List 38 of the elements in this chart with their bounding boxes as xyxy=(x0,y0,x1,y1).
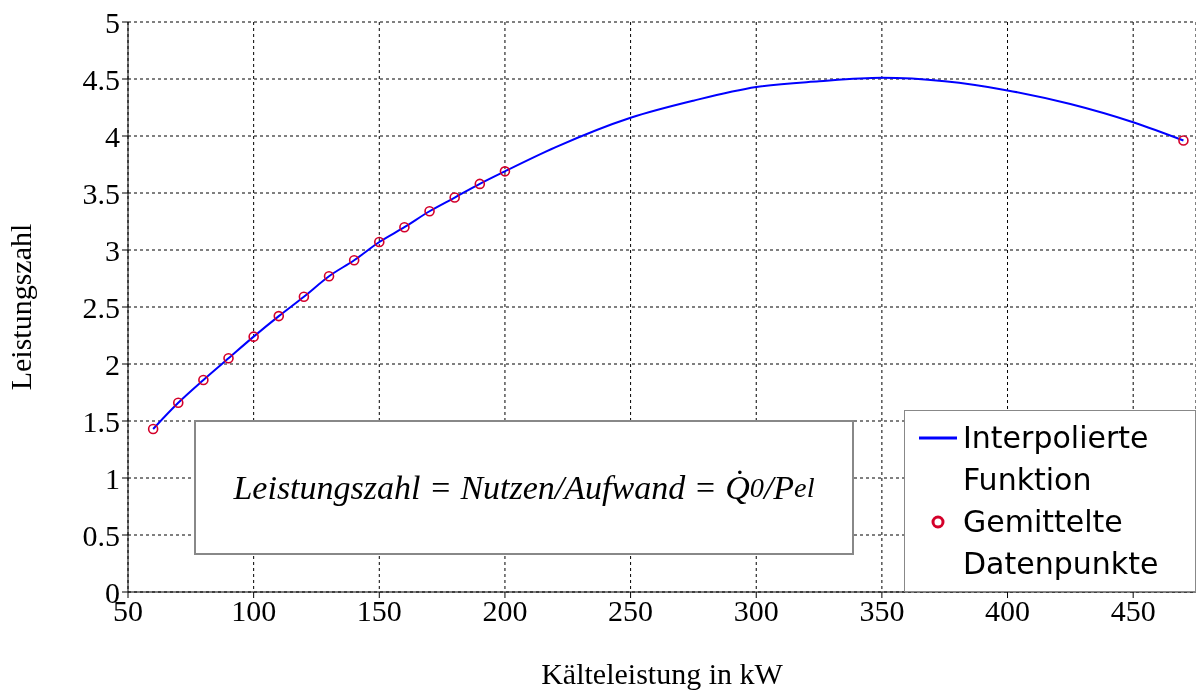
point xyxy=(424,205,435,217)
point xyxy=(172,397,184,409)
y-tick-label: 4.5 xyxy=(82,62,120,96)
point xyxy=(198,374,209,386)
x-tick-label: 100 xyxy=(231,594,277,628)
y-axis-title: Leistungszahl xyxy=(3,223,37,391)
point xyxy=(373,236,385,248)
y-tick-label: 5 xyxy=(105,5,120,39)
legend-label: Interpolierte Funktion xyxy=(963,419,1150,499)
point xyxy=(474,178,486,190)
x-tick-label: 250 xyxy=(608,594,654,628)
x-axis-title: Kälteleistung in kW xyxy=(541,657,784,690)
x-tick-label: 400 xyxy=(985,594,1031,628)
point xyxy=(499,166,511,177)
point xyxy=(147,423,159,435)
y-tick-label: 1.5 xyxy=(82,404,120,438)
x-tick-label: 350 xyxy=(859,594,905,628)
y-tick-label: 4 xyxy=(105,119,120,153)
point xyxy=(348,254,360,266)
y-tick-label: 1 xyxy=(105,461,120,495)
point xyxy=(449,192,460,203)
legend-label: Gemittelte Datenpunkte xyxy=(963,503,1160,583)
point xyxy=(273,310,285,322)
y-tick-label: 2 xyxy=(105,347,120,381)
x-tick-label: 300 xyxy=(733,594,779,628)
x-tick-label: 200 xyxy=(482,594,528,628)
point xyxy=(323,270,335,282)
y-tick-label: 2.5 xyxy=(82,290,120,324)
point xyxy=(223,353,234,364)
y-tick-label: 3 xyxy=(105,233,120,267)
point xyxy=(298,291,310,303)
point xyxy=(1178,135,1189,146)
x-tick-label: 450 xyxy=(1110,594,1156,628)
y-tick-label: 3.5 xyxy=(82,176,120,210)
y-tick-label: 0.5 xyxy=(82,518,120,552)
point xyxy=(399,221,410,233)
x-tick-label: 150 xyxy=(356,594,402,628)
point xyxy=(248,331,259,342)
